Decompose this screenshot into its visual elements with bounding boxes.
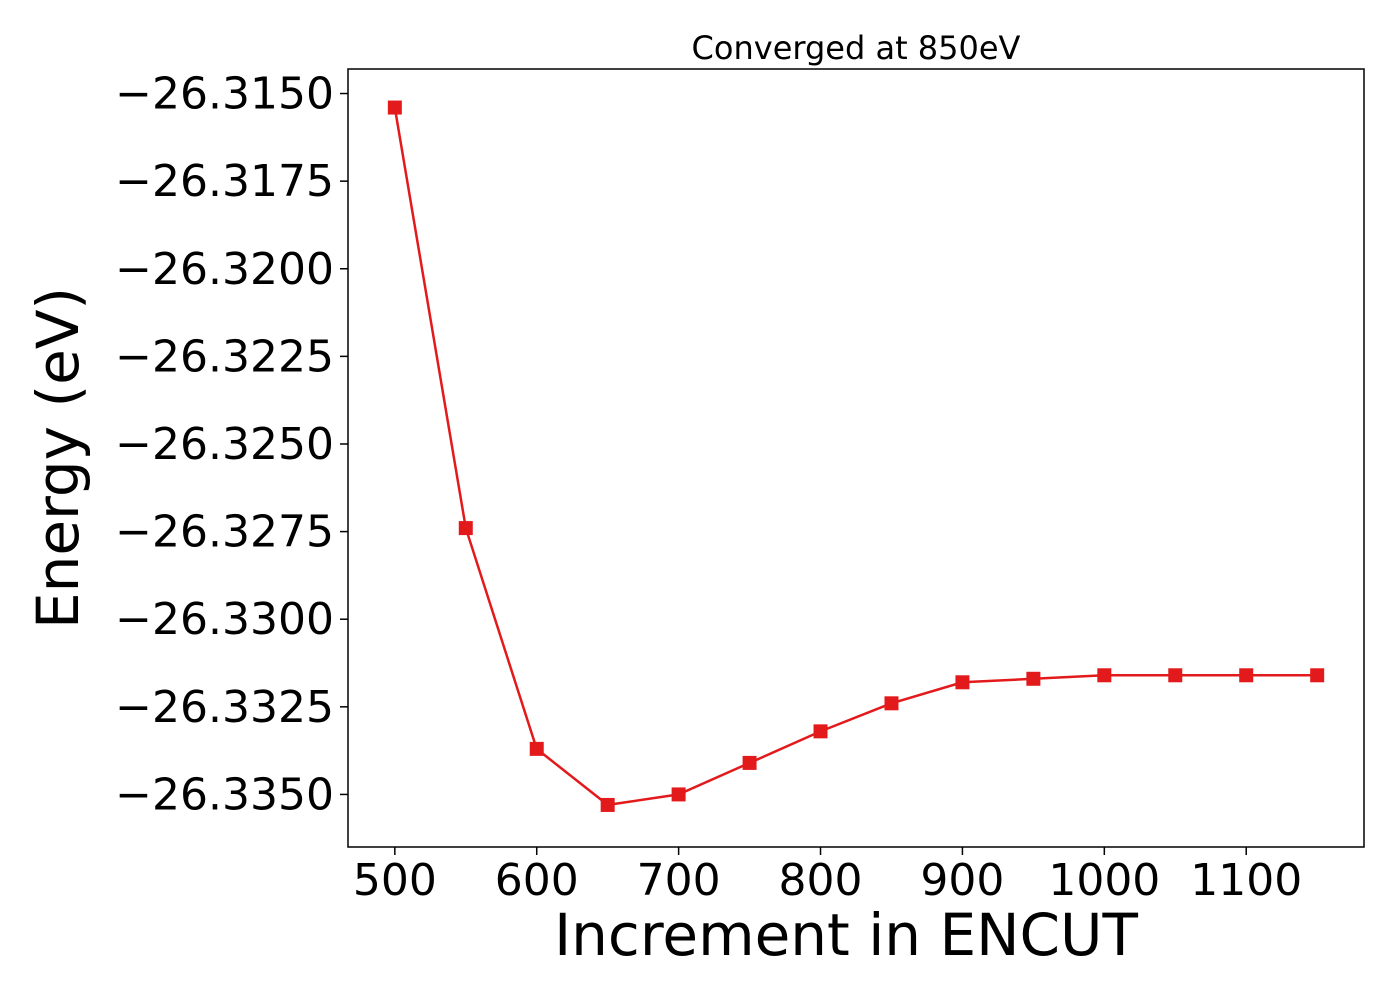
x-tick-label: 700 [637,855,721,906]
data-point [742,755,757,770]
series-layer [387,100,1325,812]
data-point [1026,671,1041,686]
y-tick-label: −26.3325 [115,682,334,733]
y-tick-label: −26.3275 [115,507,334,558]
data-point [1239,668,1254,683]
x-tick-label: 500 [353,855,437,906]
plot-frame [347,68,1365,848]
data-point [600,797,615,812]
y-axis: −26.3150 −26.3175 −26.3200 −26.3225 −26.3250… [115,69,348,820]
x-tick-label: 600 [495,855,579,906]
data-point [813,724,828,739]
y-tick-label: −26.3175 [115,156,334,207]
data-point [884,696,899,711]
y-tick-label: −26.3300 [115,594,334,645]
data-point [671,787,686,802]
data-point [529,741,544,756]
data-point [458,521,473,536]
y-tick-label: −26.3350 [115,769,334,820]
data-point [1097,668,1112,683]
y-tick-label: −26.3225 [115,331,334,382]
data-point [1310,668,1325,683]
series-line [393,107,1318,807]
chart-title: Converged at 850eV [692,29,1021,67]
data-point [1168,668,1183,683]
x-tick-label: 1100 [1190,855,1302,906]
x-tick-label: 900 [920,855,1004,906]
x-tick-label: 800 [779,855,863,906]
y-tick-label: −26.3250 [115,419,334,470]
x-tick-label: 1000 [1048,855,1160,906]
y-axis-label: Energy (eV) [24,287,92,629]
x-axis: 500 600 700 800 900 1000 1100 [353,847,1302,906]
data-point [387,100,402,115]
y-tick-label: −26.3150 [115,69,334,120]
x-axis-label: Increment in ENCUT [554,901,1138,969]
y-tick-label: −26.3200 [115,244,334,295]
data-point [955,675,970,690]
